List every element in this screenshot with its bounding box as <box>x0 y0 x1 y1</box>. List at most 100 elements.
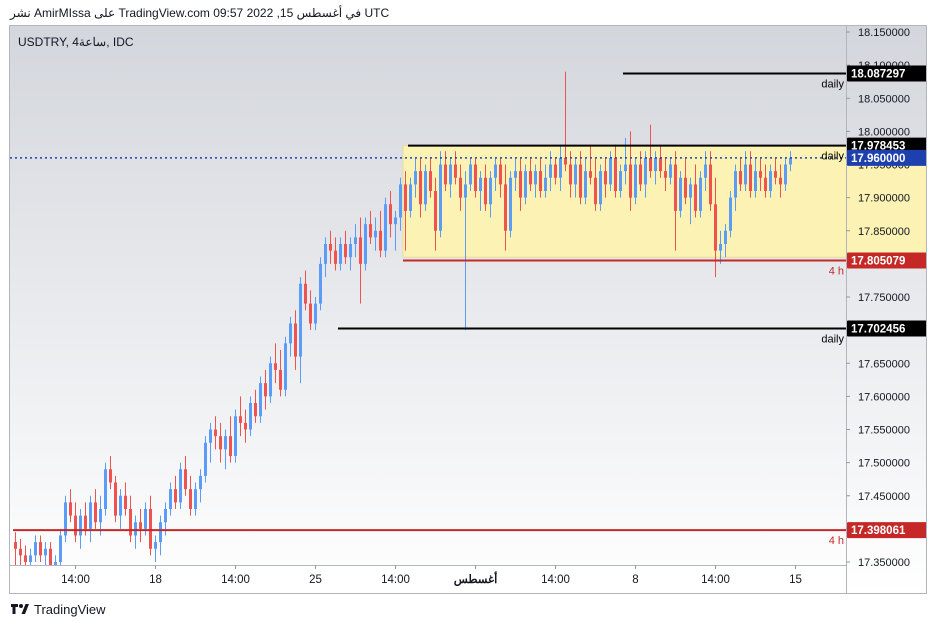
candle-body <box>319 263 322 304</box>
price-tick-label: 18.050000 <box>858 93 910 105</box>
candle-body <box>164 509 167 523</box>
candle-body <box>364 224 367 264</box>
candle-body <box>29 555 32 562</box>
candle-body <box>434 191 437 231</box>
chart-background <box>10 26 926 593</box>
candle-body <box>469 164 472 185</box>
candle-body <box>239 416 242 423</box>
candle-body <box>419 171 422 205</box>
candle-body <box>514 171 517 178</box>
candle-body <box>379 230 382 251</box>
candle-body <box>594 177 597 205</box>
candle-body <box>19 548 22 556</box>
brand-name: TradingView <box>34 601 106 617</box>
candle-body <box>494 164 497 178</box>
level-price-box <box>847 522 926 539</box>
candle-body <box>529 171 532 185</box>
candle-body <box>384 204 387 251</box>
candle-body <box>559 157 562 178</box>
candle-body <box>49 548 52 569</box>
time-tick-label: أغسطس <box>454 571 498 587</box>
candle-body <box>329 244 332 251</box>
candle-body <box>464 184 467 198</box>
candle-body <box>34 542 37 556</box>
level-price-box <box>847 252 926 269</box>
candle-body <box>714 204 717 251</box>
candle-body <box>664 171 667 178</box>
level-price-label: 17.805079 <box>851 256 905 268</box>
candle-body <box>149 509 152 549</box>
candle-body <box>119 495 122 516</box>
price-tick-label: 18.150000 <box>858 27 910 39</box>
candle-body <box>399 184 402 218</box>
candle-body <box>409 184 412 211</box>
price-tick-label: 17.750000 <box>858 292 910 304</box>
candle-body <box>274 363 277 370</box>
candle-body <box>534 171 537 185</box>
candle-body <box>694 184 697 211</box>
candle-body <box>439 164 442 231</box>
candle-body <box>444 164 447 185</box>
price-tick-label: 17.850000 <box>858 226 910 238</box>
candle-body <box>729 197 732 231</box>
candle-body <box>284 343 287 390</box>
candle-body <box>294 323 297 357</box>
time-tick-label: 15 <box>789 574 802 586</box>
candle-body <box>244 422 247 430</box>
current-price-label: 17.960000 <box>851 153 905 165</box>
candle-body <box>484 177 487 205</box>
candle-body <box>479 177 482 191</box>
candle-body <box>604 171 607 185</box>
level-timeframe-label: daily <box>821 79 844 91</box>
candle-body <box>214 429 217 437</box>
candle-body <box>129 509 132 536</box>
candle-body <box>199 475 202 490</box>
candle-body <box>554 164 557 178</box>
price-tick-label: 17.600000 <box>858 391 910 403</box>
candle-body <box>549 164 552 178</box>
candle-body <box>109 469 112 483</box>
candle-body <box>354 237 357 244</box>
candle-body <box>504 184 507 231</box>
candle-body <box>194 489 197 509</box>
candle-body <box>539 171 542 191</box>
candle-body <box>64 502 67 536</box>
candle-body <box>634 164 637 198</box>
level-price-box <box>847 65 926 82</box>
candle-body <box>219 436 222 450</box>
candle-body <box>339 244 342 264</box>
candle-body <box>474 164 477 191</box>
price-tick-label: 17.350000 <box>858 557 910 569</box>
candle-body <box>429 171 432 191</box>
candle-body <box>144 509 147 529</box>
footer: TradingView <box>10 600 106 618</box>
candle-body <box>709 164 712 205</box>
candle-body <box>269 363 272 397</box>
candle-body <box>184 469 187 490</box>
candle-body <box>334 250 337 264</box>
candle-body <box>524 171 527 198</box>
time-tick-label: 8 <box>632 574 638 586</box>
candle-body <box>259 383 262 417</box>
candle-body <box>114 482 117 516</box>
candle-body <box>154 542 157 549</box>
candle-body <box>189 489 192 509</box>
candle-body <box>659 157 662 172</box>
candle-body <box>629 164 632 198</box>
candle-body <box>169 489 172 509</box>
candle-body <box>754 171 757 191</box>
candle-body <box>739 171 742 185</box>
candle-body <box>449 164 452 185</box>
candle-body <box>454 164 457 178</box>
candle-body <box>509 177 512 231</box>
candle-body <box>394 217 397 225</box>
price-tick-label: 17.900000 <box>858 193 910 205</box>
time-tick-label: 14:00 <box>701 574 730 586</box>
candle-body <box>779 177 782 185</box>
price-tick-label: 17.450000 <box>858 491 910 503</box>
candle-body <box>69 502 72 516</box>
candle-body <box>564 157 567 165</box>
candle-body <box>79 515 82 536</box>
